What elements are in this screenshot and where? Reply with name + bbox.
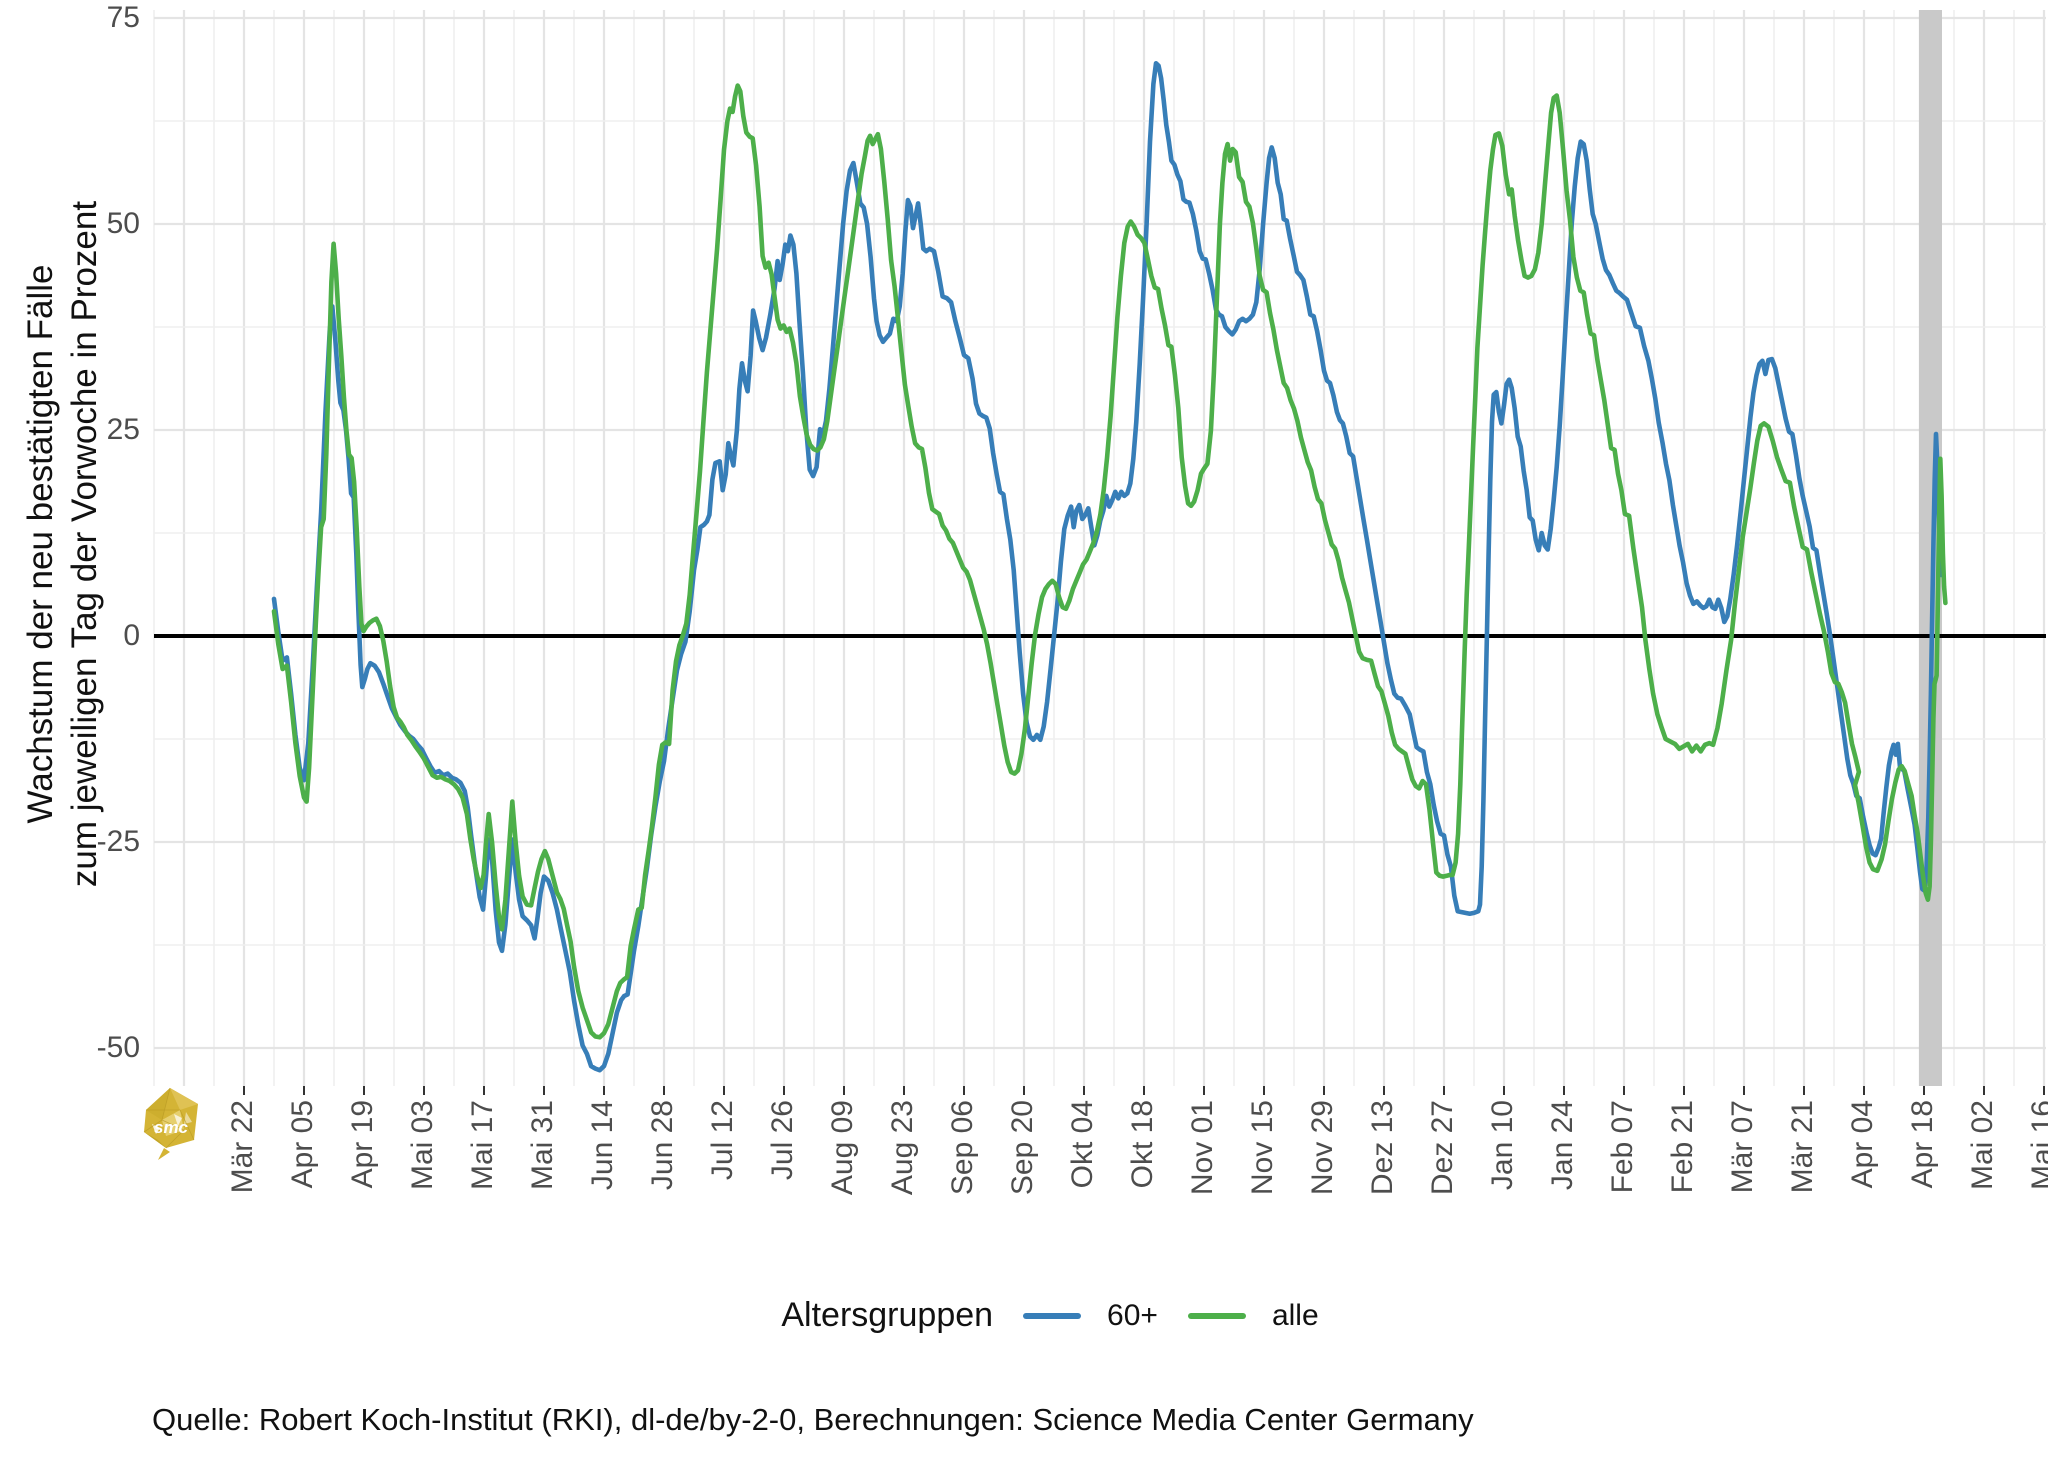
source-attribution: Quelle: Robert Koch-Institut (RKI), dl-d… [152, 1402, 1474, 1437]
legend-item-alle: alle [1187, 1298, 1319, 1333]
legend-title: Altersgruppen [781, 1296, 994, 1334]
x-axis-tick-label: Jan 24 [1545, 1100, 1579, 1191]
y-axis-tick-label: -50 [96, 1031, 140, 1064]
series-line-60plus [271, 60, 1944, 1073]
x-axis-tick-label: Jun 28 [645, 1100, 679, 1191]
x-axis-tick-label: Okt 04 [1065, 1100, 1099, 1189]
x-axis-tick-label: Apr 05 [285, 1100, 319, 1189]
y-axis-tick-label: 25 [106, 413, 140, 446]
y-axis-title-line1: Wachstum der neu bestätigten Fälle [21, 264, 60, 824]
x-axis-tick-label: Mai 02 [1965, 1100, 1999, 1191]
legend-item-60plus: 60+ [1023, 1299, 1158, 1333]
x-axis-tick-label: Feb 07 [1605, 1100, 1639, 1194]
x-axis-tick-label: Mai 17 [465, 1100, 499, 1191]
x-axis-tick-label: Dez 13 [1365, 1100, 1399, 1196]
x-axis-tick-label: Feb 21 [1665, 1100, 1699, 1194]
x-axis-tick-label: Aug 09 [825, 1100, 859, 1196]
x-axis-tick-label: Nov 15 [1245, 1100, 1279, 1196]
x-axis-tick-label: Mai 16 [2025, 1100, 2048, 1191]
x-axis-tick-label: Mär 22 [226, 1100, 259, 1194]
x-axis-tick-label: Jul 12 [705, 1100, 739, 1181]
smc-logo: smc [140, 1084, 204, 1167]
x-axis-tick-label: Mär 07 [1725, 1100, 1759, 1194]
y-axis-title-line2: zum jeweiligen Tag der Vorwoche in Proze… [65, 200, 104, 888]
x-axis-tick-label: Apr 19 [345, 1100, 379, 1189]
y-axis-tick-label: 0 [123, 619, 140, 652]
legend-swatch-alle-line-icon [1187, 1312, 1246, 1319]
x-axis-tick-label: Mai 31 [525, 1100, 559, 1191]
x-axis-tick-label: Apr 04 [1845, 1100, 1879, 1189]
x-axis-tick-label: Sep 06 [945, 1100, 979, 1196]
x-axis-tick-label: Mai 03 [405, 1100, 439, 1191]
y-axis-tick-label: 75 [106, 1, 140, 34]
legend: Altersgruppen 60+ alle [155, 1296, 1945, 1335]
legend-swatch-60plus-line-icon [1023, 1312, 1082, 1319]
y-axis-title: Wachstum der neu bestätigten Fälle zum j… [19, 0, 107, 1104]
legend-label-alle: alle [1271, 1298, 1319, 1332]
x-axis-tick-label: Sep 20 [1005, 1100, 1039, 1196]
recent-data-highlight-band [1918, 10, 1942, 1086]
legend-label-60plus: 60+ [1107, 1298, 1158, 1332]
x-axis-tick-label: Apr 18 [1905, 1100, 1939, 1189]
smc-logo-text: smc [154, 1118, 189, 1137]
x-axis-tick-label: Jun 14 [585, 1100, 619, 1191]
x-axis-tick-label: Aug 23 [885, 1100, 919, 1196]
x-axis-tick-label: Dez 27 [1425, 1100, 1459, 1196]
y-axis-tick-label: -25 [96, 825, 140, 858]
x-axis-tick-label: Jan 10 [1485, 1100, 1519, 1191]
x-axis-tick-label: Jul 26 [765, 1100, 799, 1181]
y-axis-tick-label: 50 [106, 207, 140, 240]
x-axis-tick-label: Okt 18 [1125, 1100, 1159, 1189]
series-line-alle [271, 83, 1948, 1040]
x-axis-tick-label: Mär 21 [1785, 1100, 1819, 1194]
x-axis-tick-label: Nov 29 [1305, 1100, 1339, 1196]
x-axis-tick-label: Nov 01 [1185, 1100, 1219, 1196]
